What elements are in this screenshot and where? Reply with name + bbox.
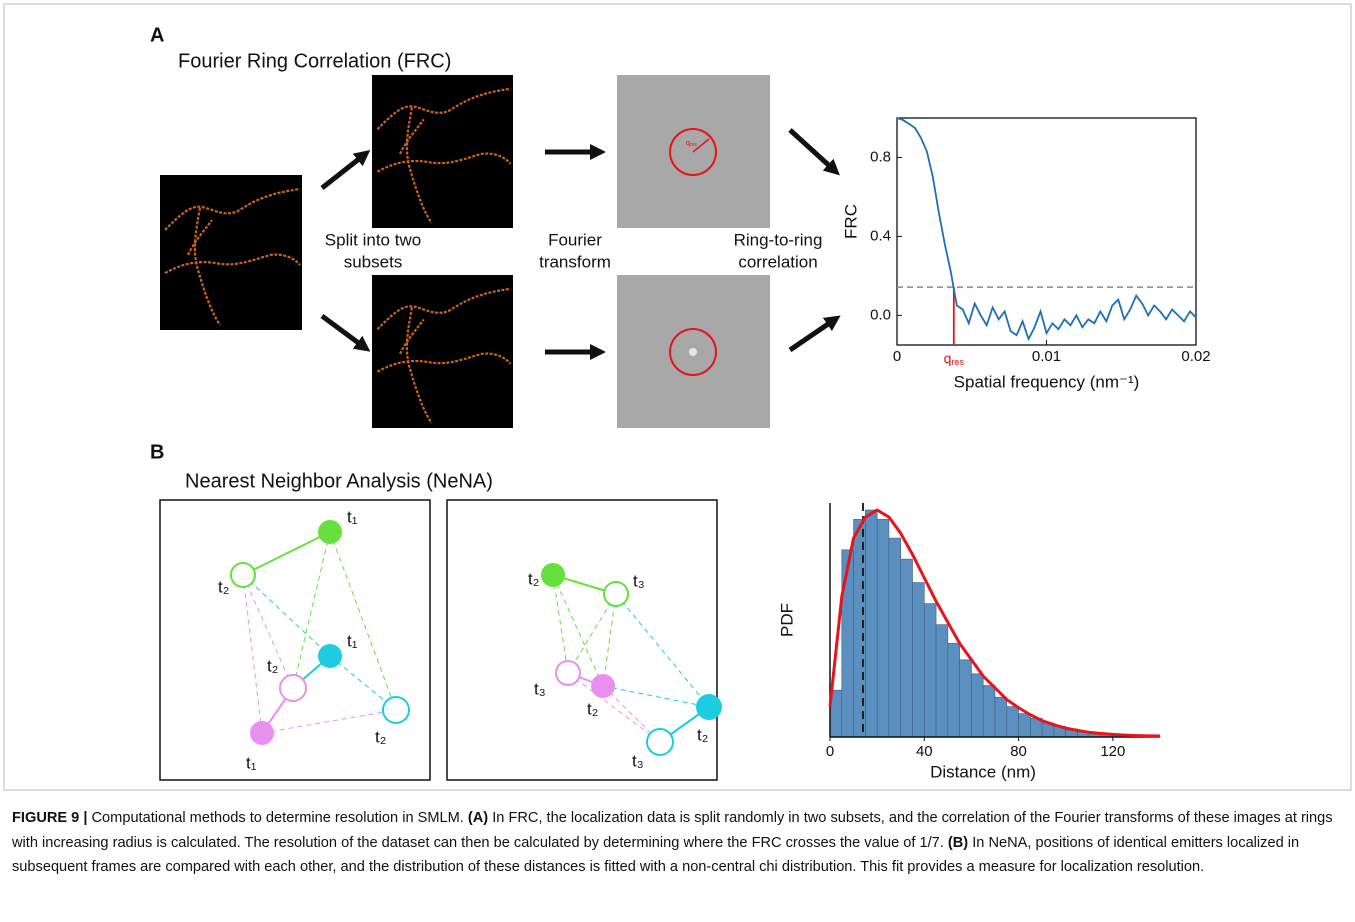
emitter (591, 674, 615, 698)
time-label: t₃ (632, 751, 644, 770)
emitter (230, 562, 256, 588)
time-label: t₂ (587, 699, 598, 718)
diagram-box (446, 499, 718, 781)
ring (669, 128, 717, 176)
x-tick-label: 40 (916, 743, 933, 760)
emitter (603, 581, 629, 607)
step-label: subsets (344, 252, 403, 271)
histogram-bar (959, 659, 972, 738)
caption-text: In FRC, the localization data is split r… (12, 810, 1333, 851)
emitter (696, 694, 722, 720)
frc-curve (896, 117, 1197, 342)
x-tick-label: 80 (1010, 743, 1027, 760)
histogram-bar (888, 537, 902, 738)
subset-image (372, 75, 513, 228)
histogram-bar (935, 624, 949, 738)
x-tick-label: 120 (1100, 743, 1125, 760)
resolution-label-q: q (944, 350, 952, 366)
ring-label: qres (686, 140, 697, 148)
panel-letter: B (150, 441, 164, 463)
y-tick-label: 0.8 (870, 148, 891, 165)
step-label: Split into two (325, 230, 421, 249)
y-axis-title: FRC (841, 204, 860, 239)
emitter (541, 563, 565, 587)
dashed-links (242, 531, 397, 734)
panel-title: Fourier Ring Correlation (FRC) (178, 50, 451, 72)
emitter (382, 696, 410, 724)
caption-label: FIGURE 9 | (12, 810, 88, 826)
histogram-bar (841, 549, 854, 738)
x-axis-title: Spatial frequency (nm⁻¹) (954, 372, 1140, 391)
step-label: transform (539, 252, 611, 271)
time-label: t₁ (347, 631, 358, 650)
y-tick-label: 0.4 (870, 227, 891, 244)
histogram-bar (900, 558, 913, 738)
time-label: t₂ (528, 569, 539, 588)
caption-text: In NeNA, positions of identical emitters… (12, 834, 1300, 876)
histogram-bar (1006, 706, 1019, 738)
time-label: t₃ (534, 679, 546, 698)
y-tick-label: 0.0 (870, 306, 891, 323)
histogram-bar (994, 696, 1008, 738)
emitter (318, 520, 342, 544)
figure-graphics: A Fourier Ring Correlation (FRC) qres Sp… (3, 3, 1352, 791)
caption-text: Computational methods to determine resol… (91, 810, 464, 826)
time-label: t₂ (375, 727, 386, 746)
emitter (279, 674, 307, 702)
emitter (250, 721, 274, 745)
histogram-bar (912, 582, 925, 738)
fit-curve (828, 508, 1161, 738)
emitter (318, 644, 342, 668)
x-tick-label: 0 (826, 743, 834, 760)
ring-radius (692, 138, 710, 153)
histogram-bar (971, 673, 984, 738)
panel-title: Nearest Neighbor Analysis (NeNA) (185, 470, 493, 492)
histogram-bar (876, 519, 890, 738)
figure-border (3, 3, 1352, 791)
histogram-bar (865, 509, 878, 738)
diagram-box (159, 499, 431, 781)
histogram-bar (982, 685, 996, 738)
time-label: t₃ (633, 571, 645, 590)
y-axis-title: PDF (777, 603, 796, 637)
time-label: t₁ (246, 753, 257, 772)
time-label: t₁ (347, 507, 358, 526)
step-label: correlation (738, 252, 817, 271)
x-tick-label: 0.02 (1181, 348, 1210, 365)
time-label: t₂ (697, 725, 708, 744)
emitter (646, 728, 674, 756)
panel-letter: A (150, 24, 164, 46)
resolution-label-sub: res (951, 357, 964, 367)
arrows (320, 128, 841, 361)
caption: FIGURE 9 | Computational methods to dete… (12, 806, 1337, 880)
x-tick-label: 0 (893, 348, 901, 365)
resolution-label: qres (944, 350, 965, 368)
subset-image (372, 275, 513, 428)
histogram-bar (947, 643, 960, 738)
time-label: t₂ (218, 577, 229, 596)
time-label: t₂ (267, 656, 278, 675)
histogram-bar (923, 603, 937, 738)
x-tick-label: 0.01 (1032, 348, 1061, 365)
x-axis-title: Distance (nm) (930, 762, 1036, 781)
source-image (160, 175, 302, 330)
caption-label: (A) (467, 810, 489, 826)
step-label: Ring-to-ring (734, 230, 823, 249)
dashed-links (552, 574, 710, 743)
step-label: Fourier (548, 230, 602, 249)
ring (669, 328, 717, 376)
fourier-center (689, 348, 697, 356)
caption-label: (B) (947, 834, 969, 851)
emitter (555, 660, 581, 686)
histogram-bar (1018, 713, 1031, 738)
